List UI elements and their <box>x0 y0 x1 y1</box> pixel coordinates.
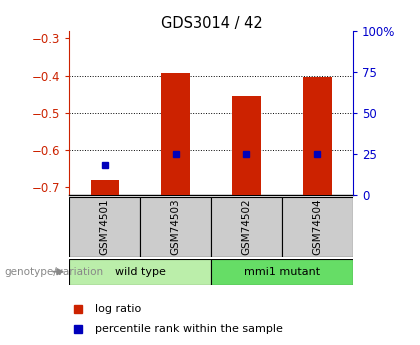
Text: log ratio: log ratio <box>95 304 141 314</box>
Bar <box>91 180 119 195</box>
Bar <box>69 259 211 285</box>
Text: GSM74504: GSM74504 <box>312 198 323 255</box>
Text: percentile rank within the sample: percentile rank within the sample <box>95 324 283 334</box>
Text: genotype/variation: genotype/variation <box>4 267 103 277</box>
Bar <box>211 259 353 285</box>
Bar <box>211 197 282 257</box>
Bar <box>161 73 190 195</box>
Bar <box>69 197 140 257</box>
Bar <box>140 197 211 257</box>
Text: wild type: wild type <box>115 267 165 277</box>
Bar <box>303 77 331 195</box>
Bar <box>282 197 353 257</box>
Text: GSM74503: GSM74503 <box>171 198 181 255</box>
Text: GSM74501: GSM74501 <box>100 198 110 255</box>
Bar <box>232 96 261 195</box>
Text: mmi1 mutant: mmi1 mutant <box>244 267 320 277</box>
Text: GSM74502: GSM74502 <box>241 198 252 255</box>
Text: GDS3014 / 42: GDS3014 / 42 <box>161 16 263 30</box>
